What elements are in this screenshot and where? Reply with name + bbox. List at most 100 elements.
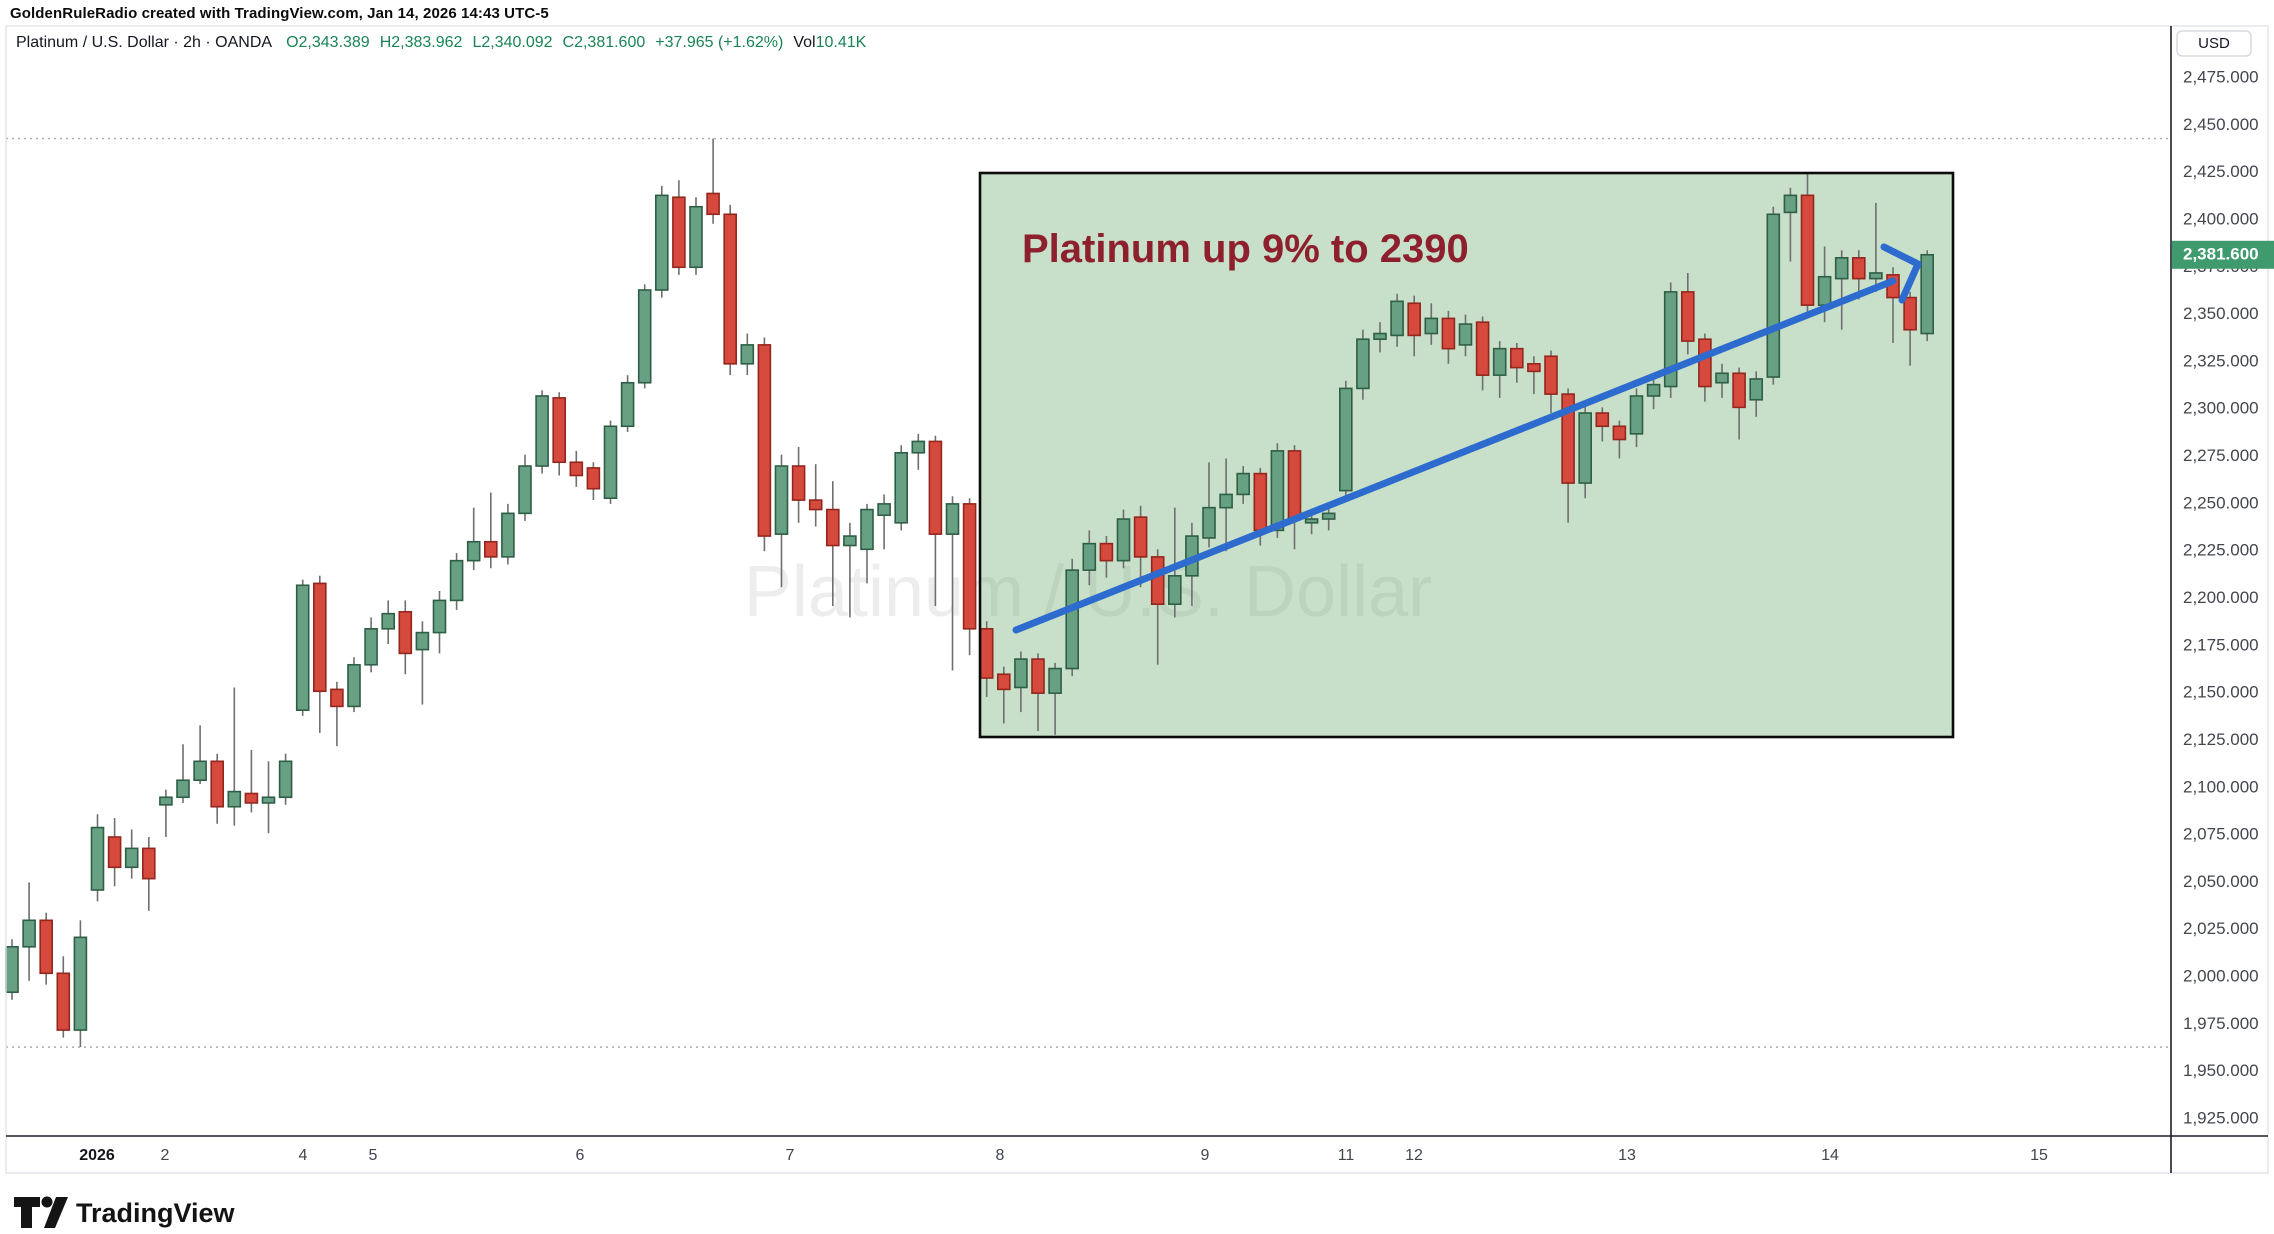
candle-up (1920, 253, 1934, 335)
highlight-box-border[interactable] (978, 171, 1955, 739)
candle-down (706, 192, 720, 216)
price-axis-label[interactable]: 2,275.000 (2183, 446, 2259, 465)
candle-down (757, 344, 772, 537)
price-axis-label[interactable]: 2,100.000 (2183, 777, 2259, 796)
price-axis-label[interactable]: 2,250.000 (2183, 493, 2259, 512)
time-axis-label[interactable]: 6 (576, 1147, 585, 1164)
candle-down (1133, 516, 1148, 558)
price-axis-label[interactable]: 2,200.000 (2183, 588, 2259, 607)
candle-up (1817, 275, 1832, 306)
candle-up (1749, 378, 1763, 401)
time-axis-label[interactable]: 7 (786, 1147, 795, 1164)
price-axis-label[interactable]: 2,225.000 (2183, 541, 2259, 560)
candle-up (295, 584, 310, 711)
candle-up (1766, 213, 1781, 378)
candle-up (73, 936, 88, 1031)
time-axis-label[interactable]: 4 (299, 1147, 308, 1164)
time-axis-label[interactable]: 15 (2030, 1147, 2048, 1164)
candle-up (1339, 387, 1353, 492)
candle-down (142, 847, 156, 880)
attribution-text: GoldenRuleRadio created with TradingView… (10, 5, 549, 22)
price-axis-label[interactable]: 2,000.000 (2183, 967, 2259, 986)
candle-up (740, 344, 755, 365)
price-axis-label[interactable]: 2,175.000 (2183, 635, 2259, 654)
price-axis-label[interactable]: 2,450.000 (2183, 115, 2259, 134)
candle-down (825, 508, 840, 547)
candle-down (1287, 450, 1302, 520)
candlestick-series[interactable] (5, 138, 1934, 1048)
candle-down (723, 213, 738, 365)
candle-down (996, 673, 1011, 691)
time-axis-label[interactable]: 2026 (79, 1147, 115, 1164)
time-axis-label[interactable]: 11 (1338, 1147, 1355, 1164)
candle-down (330, 688, 344, 708)
time-axis-label[interactable]: 9 (1201, 1147, 1210, 1164)
price-axis-label[interactable]: 2,400.000 (2183, 209, 2259, 228)
candle-up (689, 205, 703, 269)
price-axis-label[interactable]: 1,975.000 (2183, 1014, 2259, 1033)
price-axis-label[interactable]: 2,325.000 (2183, 351, 2259, 370)
ohlc-h-value: H2,383.962 (379, 34, 463, 51)
highlight-box-fill[interactable] (980, 173, 1953, 737)
price-axis-label[interactable]: 2,350.000 (2183, 304, 2259, 323)
candle-down (483, 540, 498, 558)
candle-up (1065, 569, 1079, 670)
candle-up (1646, 383, 1661, 397)
tradingview-logo-mark (14, 1197, 40, 1228)
trend-arrow-head[interactable] (1880, 243, 1922, 304)
price-axis-label[interactable]: 2,050.000 (2183, 872, 2259, 891)
currency-button-label[interactable]: USD (2198, 35, 2230, 52)
candle-down (979, 628, 994, 679)
time-axis-label[interactable]: 5 (369, 1147, 378, 1164)
candle-down (808, 499, 823, 511)
time-axis-label[interactable]: 13 (1618, 1147, 1636, 1164)
candle-down (1732, 372, 1746, 409)
currency-button[interactable] (2176, 30, 2252, 57)
candle-up (637, 289, 652, 384)
time-axis-label[interactable]: 14 (1821, 1147, 1839, 1164)
price-axis-label[interactable]: 2,300.000 (2183, 399, 2259, 418)
candle-up (5, 945, 19, 994)
candle-up (1492, 347, 1507, 376)
candle-up (466, 540, 481, 562)
candle-up (654, 194, 669, 291)
candle-down (569, 461, 584, 477)
price-axis-label[interactable]: 2,075.000 (2183, 825, 2259, 844)
tradingview-logo-dot (41, 1196, 53, 1208)
price-axis-label[interactable]: 1,925.000 (2183, 1109, 2259, 1128)
ohlc-values: O2,343.389 H2,383.962 L2,340.092 C2,381.600… (286, 34, 866, 51)
trend-arrow-line[interactable] (1012, 277, 1897, 634)
symbol-title[interactable]: Platinum / U.S. Dollar · 2h · OANDA (16, 34, 273, 51)
price-axis-label[interactable]: 1,950.000 (2183, 1061, 2259, 1080)
candle-up (945, 503, 960, 535)
candle-down (1595, 412, 1610, 428)
candle-up (1236, 472, 1250, 496)
candle-down (1800, 194, 1815, 306)
time-axis-label[interactable]: 2 (161, 1147, 170, 1164)
candle-down (1253, 472, 1268, 532)
candle-up (603, 425, 618, 500)
candle-up (1048, 667, 1062, 694)
volume-label: Vol (793, 34, 816, 51)
candle-up (501, 512, 515, 558)
candle-up (620, 381, 635, 428)
candle-down (962, 503, 977, 630)
change-value: +37.965 (+1.62%) (655, 34, 784, 51)
price-axis-label[interactable]: 2,025.000 (2183, 919, 2259, 938)
tradingview-logo[interactable]: TradingView (14, 1196, 236, 1229)
candle-down (1099, 542, 1114, 562)
candle-down (552, 397, 567, 464)
symbol-info-bar[interactable]: Platinum / U.S. Dollar · 2h · OANDA O2,34… (16, 34, 866, 52)
price-axis-label[interactable]: 2,125.000 (2183, 730, 2259, 749)
price-axis-label[interactable]: 2,150.000 (2183, 683, 2259, 702)
time-axis-label[interactable]: 8 (996, 1147, 1005, 1164)
candle-up (1202, 506, 1216, 539)
candle-down (398, 610, 413, 655)
candle-down (1903, 296, 1917, 331)
annotation-text[interactable]: Platinum up 9% to 2390 (1022, 227, 1469, 271)
price-axis-label[interactable]: 2,425.000 (2183, 162, 2259, 181)
time-axis-label[interactable]: 12 (1405, 1147, 1423, 1164)
price-axis-label[interactable]: 2,475.000 (2183, 67, 2259, 86)
candle-up (1082, 542, 1097, 571)
